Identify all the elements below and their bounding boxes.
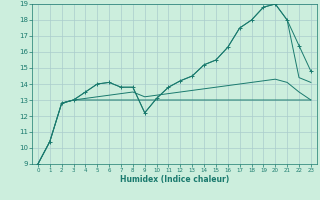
X-axis label: Humidex (Indice chaleur): Humidex (Indice chaleur) bbox=[120, 175, 229, 184]
